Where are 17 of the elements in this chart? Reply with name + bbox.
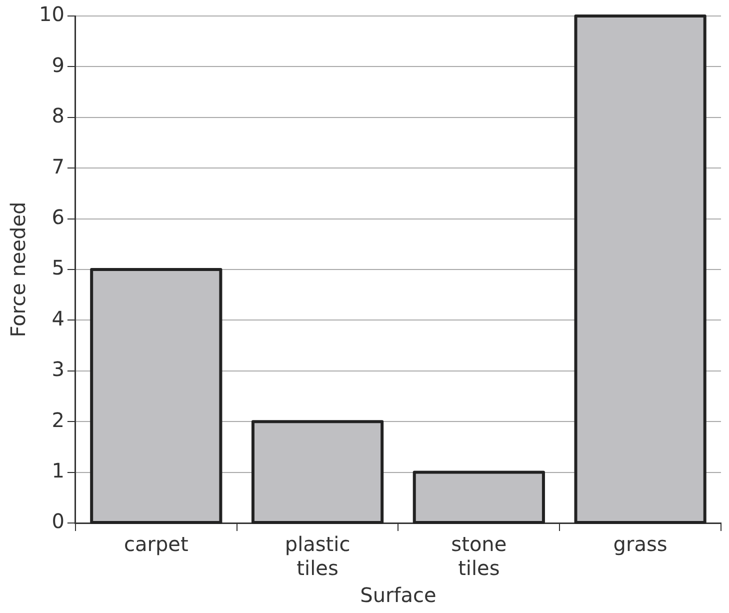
y-tick-label: 7 (52, 154, 64, 178)
x-tick-label: stone tiles (451, 532, 507, 580)
y-tick-label: 4 (52, 306, 64, 330)
y-tick-label: 0 (52, 509, 64, 534)
y-tick-label: 10 (38, 2, 64, 26)
x-tick-label: grass (613, 532, 668, 556)
x-axis-title: Surface (360, 583, 436, 608)
y-axis-title: Force needed (6, 202, 30, 338)
y-tick-label: 5 (52, 256, 64, 280)
y-tick-label: 3 (52, 357, 64, 382)
x-tick-label: plastic tiles (284, 532, 350, 580)
y-tick-label: 9 (52, 52, 64, 77)
x-tick-label: carpet (124, 532, 188, 556)
y-tick-label: 2 (52, 408, 64, 432)
y-tick-label: 1 (52, 458, 64, 483)
y-tick-label: 6 (52, 205, 64, 230)
y-tick-label: 8 (52, 104, 64, 128)
